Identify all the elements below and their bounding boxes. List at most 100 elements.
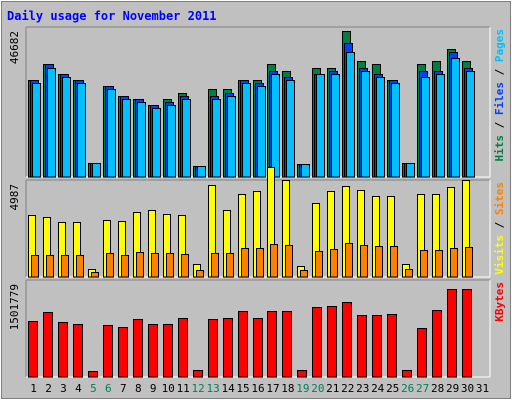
bar-sites-day-23 bbox=[360, 245, 368, 278]
bar-pages-day-19 bbox=[301, 164, 310, 178]
bar-pages-day-29 bbox=[451, 58, 460, 178]
x-tick-label: 7 bbox=[120, 382, 127, 395]
bar-sites-day-24 bbox=[375, 246, 383, 278]
bar-sites-day-10 bbox=[166, 253, 174, 278]
bar-sites-day-19 bbox=[300, 270, 308, 278]
x-tick-label: 28 bbox=[431, 382, 444, 395]
bar-kbytes-day-1 bbox=[28, 321, 38, 378]
bar-kbytes-day-12 bbox=[193, 370, 203, 378]
x-tick-label: 31 bbox=[476, 382, 489, 395]
bar-sites-day-28 bbox=[435, 250, 443, 278]
bar-sites-day-1 bbox=[31, 255, 39, 278]
bar-pages-day-1 bbox=[32, 83, 41, 178]
bar-pages-day-5 bbox=[92, 163, 101, 178]
bar-sites-day-18 bbox=[285, 245, 293, 278]
bar-sites-day-25 bbox=[390, 246, 398, 278]
bar-kbytes-day-22 bbox=[342, 302, 352, 378]
chart-panels: 46682 Hits / Files / Pages 4987 Visits / Si… bbox=[8, 26, 506, 378]
bar-kbytes-day-13 bbox=[208, 319, 218, 378]
legend-item-kbytes: KBytes bbox=[493, 282, 506, 322]
bar-sites-day-27 bbox=[420, 250, 428, 278]
bar-pages-day-20 bbox=[316, 74, 325, 178]
bar-kbytes-day-18 bbox=[282, 311, 292, 378]
legend-item-pages: Pages bbox=[493, 29, 506, 62]
x-tick-label: 9 bbox=[150, 382, 157, 395]
bar-sites-day-15 bbox=[241, 248, 249, 278]
bar-kbytes-day-15 bbox=[238, 311, 248, 378]
legend-item-hits: Hits bbox=[493, 135, 506, 162]
bar-pages-day-10 bbox=[167, 105, 176, 178]
panel-bottom: 1501779 KBytes bbox=[8, 279, 506, 378]
bar-kbytes-day-16 bbox=[253, 318, 263, 378]
bar-kbytes-day-6 bbox=[103, 325, 113, 378]
bar-sites-day-21 bbox=[330, 249, 338, 278]
bar-kbytes-day-11 bbox=[178, 318, 188, 378]
bar-kbytes-day-4 bbox=[73, 324, 83, 378]
bar-sites-day-16 bbox=[256, 248, 264, 278]
x-tick-label: 5 bbox=[90, 382, 97, 395]
bar-pages-day-22 bbox=[346, 52, 355, 178]
bar-sites-day-20 bbox=[315, 251, 323, 278]
bar-kbytes-day-14 bbox=[223, 318, 233, 378]
y-max-label: 1501779 bbox=[8, 284, 21, 330]
x-tick-label: 18 bbox=[281, 382, 294, 395]
legend-top: Hits / Files / Pages bbox=[493, 29, 506, 162]
bar-pages-day-15 bbox=[242, 83, 251, 178]
bar-kbytes-day-3 bbox=[58, 322, 68, 378]
x-tick-label: 2 bbox=[45, 382, 52, 395]
x-tick-label: 11 bbox=[177, 382, 190, 395]
bar-kbytes-day-23 bbox=[357, 315, 367, 378]
bar-pages-day-25 bbox=[391, 83, 400, 178]
bar-pages-day-18 bbox=[286, 80, 295, 178]
bar-kbytes-day-2 bbox=[43, 312, 53, 378]
bar-pages-day-16 bbox=[257, 86, 266, 178]
x-tick-label: 3 bbox=[60, 382, 67, 395]
bar-sites-day-12 bbox=[196, 270, 204, 278]
bar-kbytes-day-5 bbox=[88, 371, 98, 378]
x-tick-label: 20 bbox=[311, 382, 324, 395]
bar-sites-day-29 bbox=[450, 248, 458, 278]
bar-pages-day-9 bbox=[152, 108, 161, 178]
legend-middle: Visits / Sites bbox=[493, 182, 506, 275]
bar-pages-day-17 bbox=[271, 74, 280, 178]
legend-item-files: Files bbox=[493, 82, 506, 115]
bar-sites-day-17 bbox=[270, 244, 278, 278]
legend-bottom: KBytes bbox=[493, 282, 506, 322]
x-tick-label: 14 bbox=[221, 382, 235, 395]
x-tick-label: 13 bbox=[206, 382, 219, 395]
bar-pages-day-27 bbox=[421, 77, 430, 178]
x-tick-label: 10 bbox=[162, 382, 175, 395]
bar-kbytes-day-30 bbox=[462, 289, 472, 378]
y-max-label: 46682 bbox=[8, 31, 21, 64]
bar-pages-day-8 bbox=[137, 102, 146, 178]
x-tick-label: 22 bbox=[341, 382, 354, 395]
x-tick-label: 24 bbox=[371, 382, 385, 395]
bar-pages-day-14 bbox=[227, 96, 236, 178]
x-tick-label: 23 bbox=[356, 382, 369, 395]
bar-pages-day-4 bbox=[77, 83, 86, 178]
bar-sites-day-26 bbox=[405, 269, 413, 278]
bar-kbytes-day-25 bbox=[387, 314, 397, 378]
x-tick-label: 1 bbox=[30, 382, 37, 395]
bar-sites-day-5 bbox=[91, 272, 99, 278]
bar-sites-day-13 bbox=[211, 253, 219, 278]
bar-sites-day-6 bbox=[106, 253, 114, 278]
bar-sites-day-22 bbox=[345, 243, 353, 278]
bar-sites-day-4 bbox=[76, 255, 84, 278]
panel-top: 46682 Hits / Files / Pages bbox=[8, 26, 506, 178]
bar-kbytes-day-8 bbox=[133, 319, 143, 378]
x-tick-label: 27 bbox=[416, 382, 429, 395]
bar-kbytes-day-17 bbox=[267, 311, 277, 378]
legend-separator: / bbox=[493, 215, 506, 235]
bar-pages-day-21 bbox=[331, 74, 340, 178]
x-tick-label: 6 bbox=[105, 382, 112, 395]
bar-sites-day-2 bbox=[46, 255, 54, 278]
x-tick-label: 17 bbox=[266, 382, 279, 395]
bar-pages-day-2 bbox=[47, 68, 56, 178]
x-tick-label: 19 bbox=[296, 382, 309, 395]
bar-pages-day-6 bbox=[107, 89, 116, 178]
legend-item-sites: Sites bbox=[493, 182, 506, 215]
y-max-label: 4987 bbox=[8, 184, 21, 211]
bar-kbytes-day-10 bbox=[163, 324, 173, 378]
